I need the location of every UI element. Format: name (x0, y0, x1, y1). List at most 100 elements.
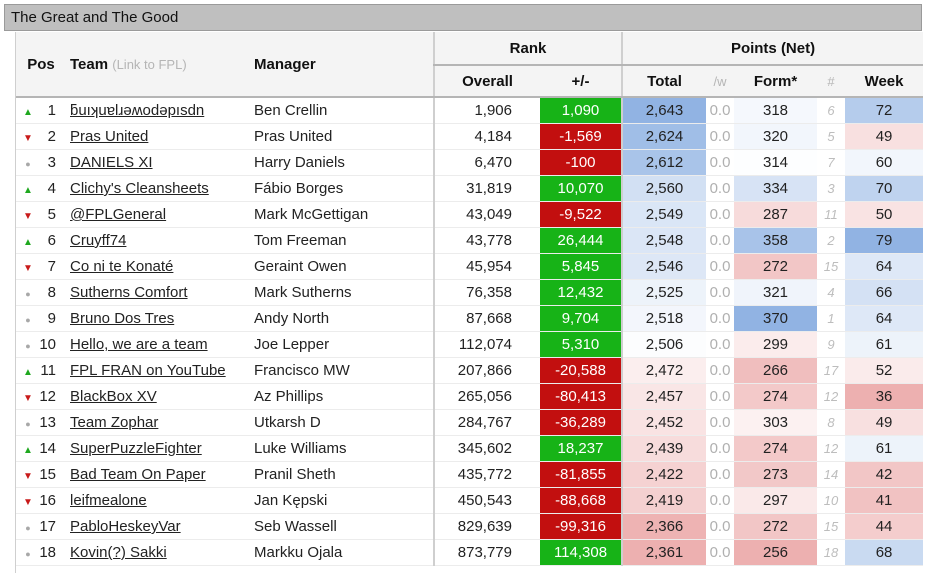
position-cell: ● 3 (16, 149, 66, 176)
manager-cell: Geraint Owen (250, 253, 434, 280)
transfer-cost-cell: 0.0 (706, 279, 734, 306)
table-row[interactable]: ▲ 6 Cruyff74 Tom Freeman 43,778 26,444 2,548 0.… (16, 227, 923, 254)
table-row[interactable]: ● 17 PabloHeskeyVar Seb Wassell 829,639 -99,3… (16, 513, 923, 540)
team-link[interactable]: Pras United (70, 128, 149, 145)
team-cell: PabloHeskeyVar (66, 513, 250, 540)
team-link[interactable]: Sutherns Comfort (70, 284, 188, 301)
col-total-header[interactable]: Total (621, 65, 706, 98)
position-cell: ● 9 (16, 305, 66, 332)
position-number: 2 (47, 128, 56, 145)
table-row[interactable]: ● 18 Kovin(?) Sakki Markku Ojala 873,779 114,… (16, 539, 923, 566)
position-cell: ● 10 (16, 331, 66, 358)
rank-down-icon: ▼ (23, 211, 33, 222)
transfer-cost-cell: 0.0 (706, 149, 734, 176)
form-cell: 314 (734, 149, 817, 176)
col-pos-header[interactable]: Pos (16, 32, 66, 98)
form-cell: 274 (734, 383, 817, 410)
change-cell: -99,316 (540, 513, 622, 540)
team-cell: @FPLGeneral (66, 201, 250, 228)
col-transfer-header[interactable]: /w (706, 65, 734, 98)
team-cell: leifmealone (66, 487, 250, 514)
team-cell: Hello, we are a team (66, 331, 250, 358)
manager-cell: Jan Kępski (250, 487, 434, 514)
position-number: 3 (47, 154, 56, 171)
table-row[interactable]: ▼ 15 Bad Team On Paper Pranil Sheth 435,772-… (16, 461, 923, 488)
form-rank-cell: 18 (817, 539, 845, 566)
rank-up-icon: ▲ (23, 107, 33, 118)
table-row[interactable]: ▲ 4 Clichy's Cleansheets Fábio Borges 31,819… (16, 175, 923, 202)
change-cell: -20,588 (540, 357, 622, 384)
team-link[interactable]: Cruyff74 (70, 232, 127, 249)
team-link[interactable]: BlackBox XV (70, 388, 157, 405)
position-cell: ▼ 16 (16, 487, 66, 514)
manager-cell: Mark McGettigan (250, 201, 434, 228)
overall-cell: 43,049 (433, 201, 540, 228)
team-cell: Bad Team On Paper (66, 461, 250, 488)
table-row[interactable]: ▲ 1 ƃuıʞuɐlɹǝʍodǝpısdn Ben Crellin 1,906 1,09… (16, 97, 923, 124)
team-link[interactable]: Clichy's Cleansheets (70, 180, 209, 197)
col-change-header[interactable]: +/- (540, 65, 622, 98)
col-form-header[interactable]: Form* (734, 65, 817, 98)
team-link[interactable]: ƃuıʞuɐlɹǝʍodǝpısdn (70, 102, 205, 119)
team-link[interactable]: Kovin(?) Sakki (70, 544, 167, 561)
week-cell: 52 (845, 357, 923, 384)
week-cell: 70 (845, 175, 923, 202)
position-cell: ▼ 7 (16, 253, 66, 280)
position-cell: ▲ 6 (16, 227, 66, 254)
overall-cell: 4,184 (433, 123, 540, 150)
position-number: 14 (39, 440, 56, 457)
team-link[interactable]: Team Zophar (70, 414, 159, 431)
change-cell: 5,310 (540, 331, 622, 358)
team-cell: FPL FRAN on YouTube (66, 357, 250, 384)
form-cell: 256 (734, 539, 817, 566)
table-row[interactable]: ● 8 Sutherns Comfort Mark Sutherns 76,358 12,… (16, 279, 923, 306)
table-row[interactable]: ▲ 11 FPL FRAN on YouTube Francisco MW 207,86… (16, 357, 923, 384)
col-team-label: Team (70, 55, 109, 73)
rank-unchanged-icon: ● (25, 289, 31, 299)
manager-cell: Pranil Sheth (250, 461, 434, 488)
form-rank-cell: 4 (817, 279, 845, 306)
form-rank-cell: 3 (817, 175, 845, 202)
form-rank-cell: 5 (817, 123, 845, 150)
manager-cell: Utkarsh D (250, 409, 434, 436)
team-link[interactable]: Hello, we are a team (70, 336, 208, 353)
team-link[interactable]: Bad Team On Paper (70, 466, 206, 483)
form-rank-cell: 9 (817, 331, 845, 358)
team-link[interactable]: SuperPuzzleFighter (70, 440, 202, 457)
col-team-header[interactable]: Team (Link to FPL) (66, 32, 250, 98)
table-row[interactable]: ▼ 5 @FPLGeneral Mark McGettigan 43,049 -9,522… (16, 201, 923, 228)
team-link[interactable]: leifmealone (70, 492, 147, 509)
form-cell: 266 (734, 357, 817, 384)
col-overall-header[interactable]: Overall (433, 65, 540, 98)
col-form-rank-header[interactable]: # (817, 65, 845, 98)
table-row[interactable]: ▼ 7 Co ni te Konaté Geraint Owen 45,954 5,845… (16, 253, 923, 280)
total-cell: 2,548 (621, 227, 706, 254)
table-row[interactable]: ▲ 14 SuperPuzzleFighter Luke Williams 345,60… (16, 435, 923, 462)
team-cell: Team Zophar (66, 409, 250, 436)
team-link[interactable]: FPL FRAN on YouTube (70, 362, 226, 379)
manager-cell: Seb Wassell (250, 513, 434, 540)
team-link[interactable]: PabloHeskeyVar (70, 518, 181, 535)
table-row[interactable]: ● 13 Team Zophar Utkarsh D 284,767 -36,289 2,4… (16, 409, 923, 436)
position-number: 11 (40, 362, 56, 379)
overall-cell: 450,543 (433, 487, 540, 514)
table-row[interactable]: ● 9 Bruno Dos Tres Andy North 87,668 9,704 2,5… (16, 305, 923, 332)
transfer-cost-cell: 0.0 (706, 305, 734, 332)
team-link[interactable]: Co ni te Konaté (70, 258, 174, 275)
team-link[interactable]: DANIELS XI (70, 154, 153, 171)
position-cell: ▲ 14 (16, 435, 66, 462)
rank-down-icon: ▼ (23, 393, 33, 404)
team-link[interactable]: Bruno Dos Tres (70, 310, 175, 327)
col-week-header[interactable]: Week (845, 65, 923, 98)
table-row[interactable]: ● 10 Hello, we are a team Joe Lepper 112,074… (16, 331, 923, 358)
overall-cell: 873,779 (433, 539, 540, 566)
table-row[interactable]: ▼ 16 leifmealone Jan Kępski 450,543 -88,668 2,… (16, 487, 923, 514)
transfer-cost-cell: 0.0 (706, 513, 734, 540)
transfer-cost-cell: 0.0 (706, 123, 734, 150)
col-manager-header[interactable]: Manager (250, 32, 434, 98)
table-row[interactable]: ● 3 DANIELS XI Harry Daniels 6,470 -100 2,612 0… (16, 149, 923, 176)
team-link[interactable]: @FPLGeneral (70, 206, 167, 223)
table-row[interactable]: ▼ 2 Pras United Pras United 4,184 -1,569 2,624… (16, 123, 923, 150)
total-cell: 2,452 (621, 409, 706, 436)
table-row[interactable]: ▼ 12 BlackBox XV Az Phillips 265,056 -80,413 2… (16, 383, 923, 410)
